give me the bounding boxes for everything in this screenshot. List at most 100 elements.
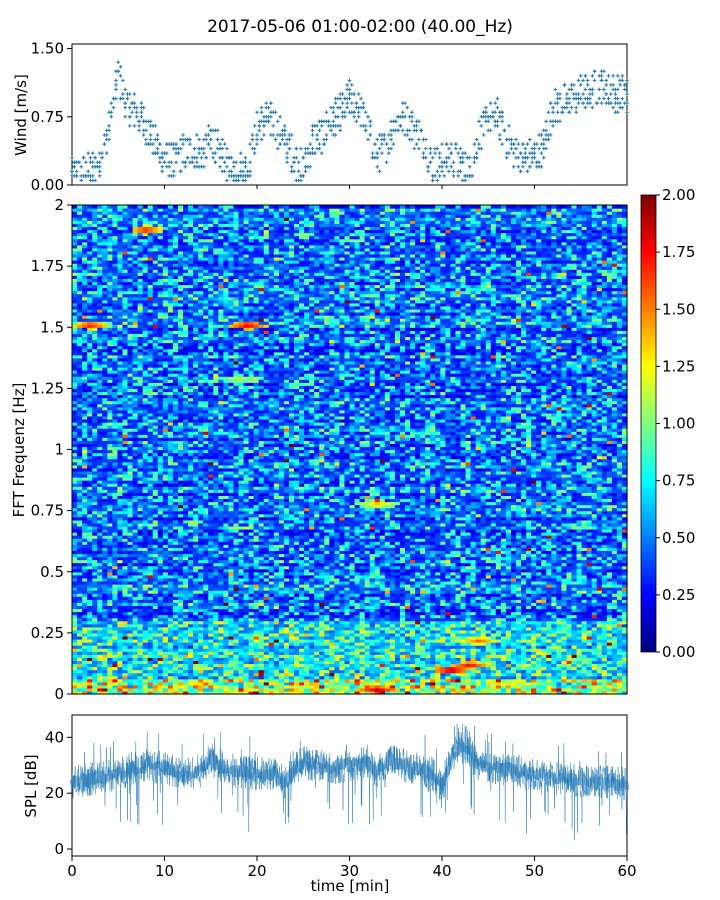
wind-point bbox=[116, 69, 121, 74]
wind-point bbox=[234, 160, 238, 165]
wind-point bbox=[171, 169, 176, 174]
wind-point bbox=[204, 155, 208, 160]
wind-point bbox=[218, 142, 222, 146]
wind-point bbox=[188, 137, 192, 142]
wind-point bbox=[222, 142, 227, 146]
wind-point bbox=[225, 178, 229, 183]
wind-point bbox=[248, 174, 252, 178]
wind-point bbox=[114, 83, 118, 87]
wind-point bbox=[250, 137, 255, 142]
wind-point bbox=[160, 155, 164, 160]
wind-point bbox=[225, 146, 229, 151]
wind-point bbox=[86, 151, 90, 155]
wind-point bbox=[155, 133, 160, 137]
wind-point bbox=[178, 146, 183, 151]
wind-point bbox=[158, 160, 162, 165]
wind-point bbox=[195, 133, 199, 137]
wind-point bbox=[123, 101, 127, 105]
wind-point bbox=[116, 60, 121, 64]
wind-point bbox=[102, 142, 107, 146]
wind-point bbox=[220, 137, 225, 142]
wind-point bbox=[118, 74, 123, 78]
wind-points bbox=[70, 60, 629, 183]
wind-point bbox=[155, 146, 160, 151]
wind-y-tick-label: 0.75 bbox=[31, 108, 64, 126]
wind-point bbox=[86, 169, 90, 174]
wind-point bbox=[199, 155, 204, 160]
wind-point bbox=[148, 119, 153, 124]
wind-point bbox=[79, 178, 84, 183]
spectrogram-cells bbox=[72, 205, 628, 695]
wind-point bbox=[160, 169, 164, 174]
wind-point bbox=[88, 155, 93, 160]
wind-point bbox=[250, 133, 255, 137]
wind-point bbox=[204, 137, 208, 142]
wind-point bbox=[202, 165, 206, 169]
wind-point bbox=[114, 78, 118, 83]
wind-point bbox=[128, 105, 132, 110]
wind-y-label: Wind [m/s] bbox=[12, 74, 30, 156]
wind-point bbox=[125, 96, 130, 101]
wind-point bbox=[174, 160, 178, 165]
wind-point bbox=[181, 133, 185, 137]
wind-point bbox=[141, 133, 146, 137]
wind-point bbox=[137, 124, 141, 128]
wind-point bbox=[239, 151, 243, 155]
wind-point bbox=[107, 128, 111, 133]
wind-point bbox=[128, 92, 132, 96]
wind-point bbox=[241, 169, 245, 174]
wind-point bbox=[114, 87, 118, 92]
wind-point bbox=[104, 151, 109, 155]
wind-point bbox=[139, 110, 144, 115]
wind-point bbox=[252, 146, 257, 151]
wind-point bbox=[121, 92, 125, 96]
wind-point bbox=[243, 155, 248, 160]
wind-point bbox=[202, 146, 206, 151]
wind-point bbox=[134, 105, 139, 110]
wind-point bbox=[74, 174, 79, 178]
wind-point bbox=[248, 169, 252, 174]
wind-point bbox=[259, 105, 264, 110]
wind-point bbox=[93, 178, 97, 183]
wind-point bbox=[229, 169, 234, 174]
wind-point bbox=[144, 137, 148, 142]
wind-point bbox=[91, 174, 95, 178]
wind-point bbox=[97, 169, 102, 174]
wind-point bbox=[255, 133, 259, 137]
wind-point bbox=[259, 137, 264, 142]
wind-point bbox=[139, 114, 144, 119]
wind-point bbox=[158, 142, 162, 146]
wind-point bbox=[222, 169, 227, 174]
wind-point bbox=[197, 137, 201, 142]
wind-point bbox=[213, 160, 218, 165]
wind-point bbox=[77, 160, 81, 165]
wind-point bbox=[151, 142, 155, 146]
wind-point bbox=[195, 155, 199, 160]
wind-point bbox=[72, 165, 77, 169]
wind-point bbox=[100, 155, 104, 160]
wind-y-tick-label: 0.00 bbox=[31, 176, 64, 194]
wind-point bbox=[248, 142, 252, 146]
wind-point bbox=[118, 64, 123, 69]
wind-point bbox=[213, 151, 218, 155]
wind-point bbox=[97, 165, 102, 169]
wind-point bbox=[70, 169, 74, 174]
wind-point bbox=[252, 124, 257, 128]
wind-point bbox=[257, 124, 262, 128]
wind-point bbox=[97, 160, 102, 165]
wind-y-tick-label: 1.50 bbox=[31, 40, 64, 58]
wind-point bbox=[195, 160, 199, 165]
wind-point bbox=[148, 137, 153, 142]
wind-point bbox=[97, 174, 102, 178]
wind-point bbox=[123, 114, 127, 119]
wind-point bbox=[160, 165, 164, 169]
wind-point bbox=[257, 128, 262, 133]
wind-point bbox=[206, 133, 211, 137]
wind-point bbox=[100, 151, 104, 155]
wind-point bbox=[134, 110, 139, 115]
wind-point bbox=[190, 160, 195, 165]
wind-point bbox=[178, 169, 183, 174]
wind-point bbox=[243, 178, 248, 183]
